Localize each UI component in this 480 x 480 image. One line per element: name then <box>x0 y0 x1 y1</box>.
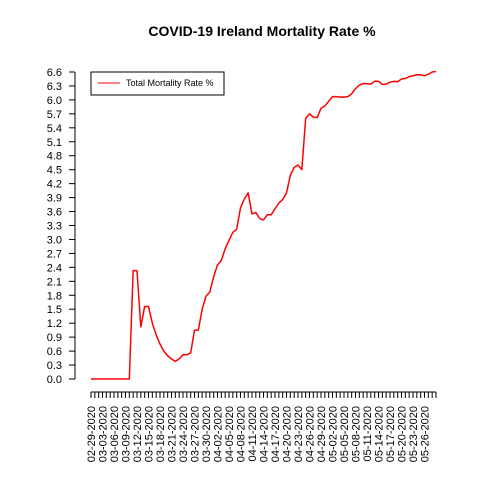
x-tick-label: 03-15-2020 <box>144 406 156 462</box>
x-tick-label: 04-02-2020 <box>213 406 225 462</box>
x-tick-label: 03-06-2020 <box>109 406 121 462</box>
x-tick-label: 03-03-2020 <box>98 406 110 462</box>
x-tick-label: 03-18-2020 <box>155 406 167 462</box>
y-tick-label: 6.3 <box>47 81 62 93</box>
x-tick-label: 03-12-2020 <box>132 406 144 462</box>
x-tick-label: 05-20-2020 <box>397 406 409 462</box>
x-tick-label: 03-27-2020 <box>190 406 202 462</box>
y-tick-label: 3.0 <box>47 234 62 246</box>
x-tick-label: 05-02-2020 <box>328 406 340 462</box>
chart-title: COVID-19 Ireland Mortality Rate % <box>148 23 376 39</box>
x-tick-label: 04-20-2020 <box>282 406 294 462</box>
x-tick-label: 04-17-2020 <box>270 406 282 462</box>
y-tick-label: 4.8 <box>47 151 62 163</box>
series-layer <box>91 70 437 380</box>
y-tick-label: 1.2 <box>47 318 62 330</box>
y-tick-label: 2.4 <box>47 262 62 274</box>
legend-box <box>90 71 225 96</box>
y-tick-label: 5.4 <box>47 123 62 135</box>
x-tick-label: 05-26-2020 <box>420 406 432 462</box>
y-tick-label: 0.9 <box>47 332 62 344</box>
series-line-total-mortality-rate <box>91 70 437 380</box>
y-tick-label: 2.7 <box>47 248 62 260</box>
y-tick-label: 3.6 <box>47 207 62 219</box>
x-tick-label: 04-29-2020 <box>316 406 328 462</box>
x-tick-label: 05-08-2020 <box>351 406 363 462</box>
x-tick-label: 04-11-2020 <box>247 406 259 461</box>
x-tick-label: 04-08-2020 <box>236 406 248 462</box>
y-tick-label: 0.6 <box>47 346 62 358</box>
x-axis: 02-29-2020 03-03-2020 03-06-2020 03-09-2020… <box>86 391 437 462</box>
y-tick-label: 1.8 <box>47 290 62 302</box>
x-tick-label: 03-09-2020 <box>121 406 133 462</box>
x-tick-label: 03-21-2020 <box>167 406 179 462</box>
x-tick-label: 05-14-2020 <box>374 406 386 462</box>
y-tick-label: 3.3 <box>47 221 62 233</box>
legend-label: Total Mortality Rate % <box>126 78 214 88</box>
x-tick-label: 03-30-2020 <box>201 406 213 462</box>
legend: Total Mortality Rate % <box>90 71 225 96</box>
y-tick-label: 4.2 <box>47 179 62 191</box>
x-tick-label: 04-26-2020 <box>305 406 317 462</box>
x-tick-label: 03-24-2020 <box>178 406 190 462</box>
x-tick-label: 04-23-2020 <box>293 406 305 462</box>
y-tick-label: 2.1 <box>47 276 62 288</box>
y-tick-label: 4.5 <box>47 165 62 177</box>
y-tick-label: 0.0 <box>47 374 62 386</box>
y-tick-label: 6.6 <box>47 67 62 79</box>
x-tick-label: 02-29-2020 <box>86 406 98 462</box>
x-tick-label: 05-23-2020 <box>408 406 420 462</box>
y-tick-label: 1.5 <box>47 304 62 316</box>
y-tick-label: 6.0 <box>47 95 62 107</box>
x-tick-label: 05-05-2020 <box>339 406 351 462</box>
x-tick-label: 04-05-2020 <box>224 406 236 462</box>
y-tick-label: 0.3 <box>47 360 62 372</box>
x-tick-label: 05-11-2020 <box>362 406 374 461</box>
x-tick-label: 04-14-2020 <box>259 406 271 462</box>
y-tick-label: 5.7 <box>47 109 62 121</box>
y-tick-label: 5.1 <box>47 137 62 149</box>
y-tick-label: 3.9 <box>47 193 62 205</box>
y-axis: 0.0 0.3 0.6 0.9 1.2 1.5 1.8 2.1 2.4 2.7 3.03.3 3.6 3… <box>47 67 76 386</box>
x-tick-label: 05-17-2020 <box>385 406 397 462</box>
